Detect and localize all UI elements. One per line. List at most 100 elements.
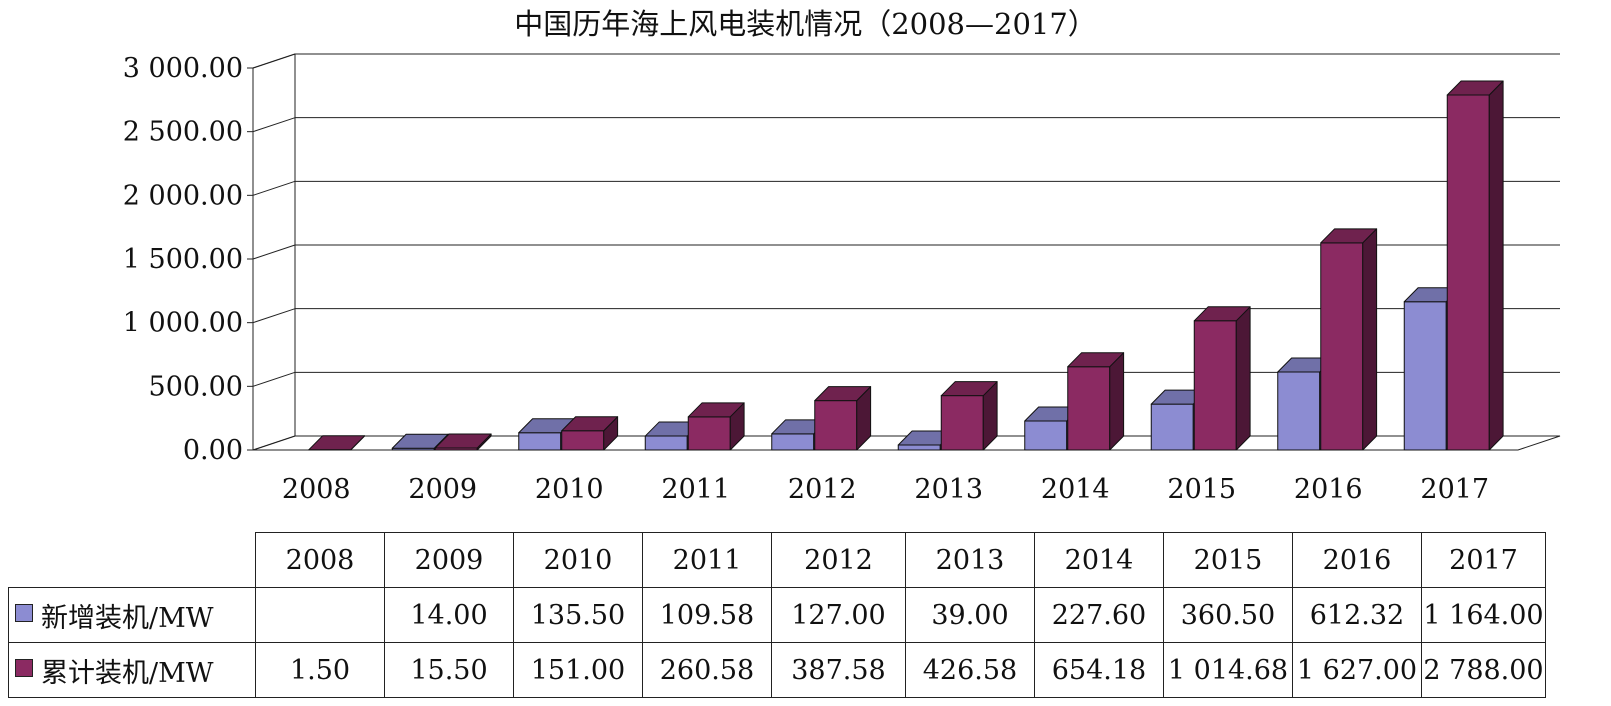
table-value-cell: 1 627.00 [1292, 642, 1422, 698]
bar-side [1488, 80, 1504, 451]
bar-top [308, 435, 366, 451]
bar-front [561, 430, 605, 451]
x-tick-label: 2017 [1420, 474, 1489, 505]
series-2-label-cell: 累计装机/MW [8, 642, 256, 698]
table-value-cell: 260.58 [642, 642, 772, 698]
bar-front [1067, 366, 1111, 451]
chart-plot-area: 0.00 500.00 1 000.00 1 500.00 2 000.00 2 500.… [123, 53, 1561, 505]
gridline-connector [252, 244, 296, 260]
table-value-cell: 426.58 [905, 642, 1035, 698]
bar-2-2017 [1446, 80, 1504, 451]
table-value-cell: 14.00 [384, 587, 514, 643]
bar-top [434, 433, 492, 449]
gridline-connector [252, 117, 296, 133]
bar-2-2016 [1320, 228, 1378, 451]
bar-1-2012 [771, 419, 829, 451]
bar-1-2009 [391, 433, 449, 451]
table-header-year: 2014 [1034, 532, 1164, 588]
table-header-year: 2009 [384, 532, 514, 588]
table-value-cell: 612.32 [1292, 587, 1422, 643]
bar-2-2014 [1067, 352, 1125, 451]
table-header-year: 2010 [513, 532, 643, 588]
y-tick-label: 2 000.00 [123, 180, 243, 211]
bar-front [897, 444, 941, 451]
bar-front [1403, 301, 1447, 451]
series-2-legend-swatch [15, 659, 33, 677]
y-tick-label: 1 000.00 [123, 308, 243, 339]
bar-top [1320, 228, 1378, 244]
table-header-year: 2013 [905, 532, 1035, 588]
table-value-cell [255, 587, 385, 643]
gridline-connector [252, 435, 296, 451]
bar-2-2011 [687, 402, 745, 451]
table-row-series-2: 累计装机/MW 1.50 15.50 151.00 260.58 387.58 426.5… [8, 642, 1546, 698]
bar-front [644, 435, 688, 451]
bar-top [1193, 306, 1251, 322]
x-tick-label: 2014 [1041, 474, 1110, 505]
table-value-cell: 2 788.00 [1421, 642, 1546, 698]
series-1-name: 新增装机/MW [41, 602, 214, 634]
table-value-cell: 387.58 [771, 642, 906, 698]
bar-2-2008 [308, 435, 366, 451]
table-value-cell: 151.00 [513, 642, 643, 698]
bar-1-2011 [644, 421, 702, 451]
table-header-year: 2016 [1292, 532, 1422, 588]
y-tick-label: 2 500.00 [123, 117, 243, 148]
x-tick-label: 2015 [1167, 474, 1236, 505]
table-value-cell: 1 014.68 [1163, 642, 1293, 698]
table-value-cell: 109.58 [642, 587, 772, 643]
bar-front [814, 400, 858, 451]
table-value-cell: 227.60 [1034, 587, 1164, 643]
table-value-cell: 654.18 [1034, 642, 1164, 698]
series-1-label-cell: 新增装机/MW [8, 587, 256, 643]
table-corner-cell [8, 532, 256, 588]
x-tick-label: 2016 [1294, 474, 1363, 505]
bar-front [1150, 403, 1194, 451]
gridline-connector [252, 180, 296, 196]
x-tick-label: 2012 [788, 474, 857, 505]
chart-title: 中国历年海上风电装机情况（2008—2017） [514, 7, 1097, 41]
bar-side [1362, 228, 1378, 451]
bar-2-2015 [1193, 306, 1251, 451]
x-tick-label: 2008 [282, 474, 351, 505]
table-value-cell: 1.50 [255, 642, 385, 698]
bar-top [1446, 80, 1504, 96]
bar-front [1446, 94, 1490, 451]
table-header-year: 2008 [255, 532, 385, 588]
bar-top [940, 381, 998, 397]
table-header-year: 2017 [1421, 532, 1546, 588]
bar-top [814, 386, 872, 402]
bar-2-2013 [940, 381, 998, 451]
series-2-name: 累计装机/MW [41, 657, 214, 689]
table-value-cell: 1 164.00 [1421, 587, 1546, 643]
bar-front [1193, 320, 1237, 451]
table-header-year: 2015 [1163, 532, 1293, 588]
table-value-cell: 15.50 [384, 642, 514, 698]
bar-2-2012 [814, 386, 872, 451]
bar-top [391, 433, 449, 449]
data-table: 2008 2009 2010 2011 2012 2013 2014 2015 2016 2017… [8, 532, 1546, 698]
bar-top [687, 402, 745, 418]
gridline-connector [252, 371, 296, 387]
bar-2-2010 [561, 416, 619, 451]
bar-front [518, 432, 562, 451]
bar-front [687, 416, 731, 451]
y-tick-label: 3 000.00 [123, 53, 243, 84]
bar-front [940, 395, 984, 451]
y-tick-label: 500.00 [149, 371, 243, 402]
bar-top [1067, 352, 1125, 368]
x-tick-label: 2013 [914, 474, 983, 505]
y-tick-label: 1 500.00 [123, 244, 243, 275]
x-tick-label: 2009 [408, 474, 477, 505]
gridline-connector [252, 308, 296, 324]
bar-front [1277, 371, 1321, 451]
x-tick-label: 2011 [661, 474, 730, 505]
bar-front [1320, 242, 1364, 451]
bar-front [771, 433, 815, 451]
table-header-year: 2012 [771, 532, 906, 588]
table-header-row: 2008 2009 2010 2011 2012 2013 2014 2015 2016 2017 [8, 532, 1546, 588]
bar-side [1235, 306, 1251, 451]
bar-front [1024, 420, 1068, 451]
x-tick-label: 2010 [535, 474, 604, 505]
table-value-cell: 127.00 [771, 587, 906, 643]
